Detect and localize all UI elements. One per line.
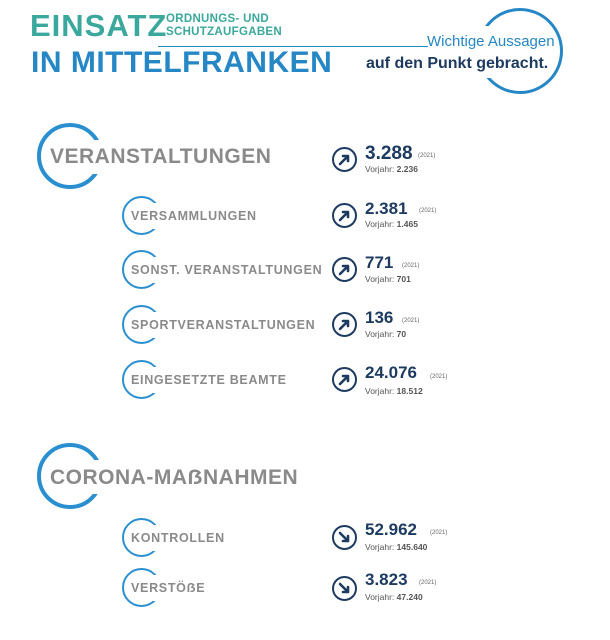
arrow-down-right-icon [332,576,357,601]
stat-previous: Vorjahr: 701 [365,274,411,284]
stat-value: 136 [365,308,394,327]
item-ring-gap [140,575,162,601]
tagline-ring-gap [470,26,530,78]
arrow-up-right-icon [332,312,357,337]
item-title-verstoesse: VERSTÖẞE [131,581,206,595]
stat-year: (2021) [402,318,420,324]
stat-value: 3.823 [365,570,408,589]
stat-value: 52.962 [365,520,417,539]
stat-previous: Vorjahr: 47.240 [365,592,423,602]
item-title-sportveranstaltungen: SPORTVERANSTALTUNGEN [131,318,316,332]
item-ring-gap [140,312,162,338]
stat-value: 771 [365,253,394,272]
stat-year: (2021) [419,580,437,586]
section-ring-gap [70,460,110,494]
header-subtitle: ORDNUNGS- UND SCHUTZAUFGABEN [166,13,282,39]
header-subtitle-line2: SCHUTZAUFGABEN [166,26,282,38]
arrow-up-right-icon [332,257,357,282]
header-subtitle-line1: ORDNUNGS- UND [166,13,269,25]
stat-previous: Vorjahr: 145.640 [365,542,428,552]
stat-previous: Vorjahr: 2.236 [365,164,418,174]
header-divider [158,46,428,47]
item-title-sonst-veranstaltungen: SONST. VERANSTALTUNGEN [131,263,323,277]
stat-year: (2021) [430,530,448,536]
section-ring-gap [70,140,110,174]
header-title-einsatz: EINSATZ [30,8,168,43]
item-title-eingesetzte-beamte: EINGESETZTE BEAMTE [131,373,287,387]
item-title-versammlungen: VERSAMMLUNGEN [131,209,257,223]
stat-value: 3.288 [365,143,413,164]
stat-value: 2.381 [365,199,408,218]
item-ring-gap [140,203,162,229]
header-title-mittelfranken: IN MITTELFRANKEN [31,46,333,79]
stat-year: (2021) [402,263,420,269]
tagline-line2: auf den Punkt gebracht. [366,55,549,72]
stat-year: (2021) [430,374,448,380]
stat-previous: Vorjahr: 18.512 [365,386,423,396]
arrow-down-right-icon [332,525,357,550]
stat-previous: Vorjahr: 70 [365,329,407,339]
stat-year: (2021) [419,208,437,214]
arrow-up-right-icon [332,367,357,392]
section-title-veranstaltungen: VERANSTALTUNGEN [50,145,272,168]
item-title-kontrollen: KONTROLLEN [131,531,225,545]
stat-year: (2021) [418,153,436,159]
arrow-up-right-icon [332,147,357,172]
item-ring-gap [140,367,162,393]
stat-value: 24.076 [365,363,417,382]
tagline-line1: Wichtige Aussagen [427,33,555,50]
stat-previous: Vorjahr: 1.465 [365,219,418,229]
arrow-up-right-icon [332,203,357,228]
item-ring-gap [140,257,162,283]
item-ring-gap [140,525,162,551]
section-title-corona-massnahmen: CORONA-MAẞNAHMEN [50,466,299,489]
